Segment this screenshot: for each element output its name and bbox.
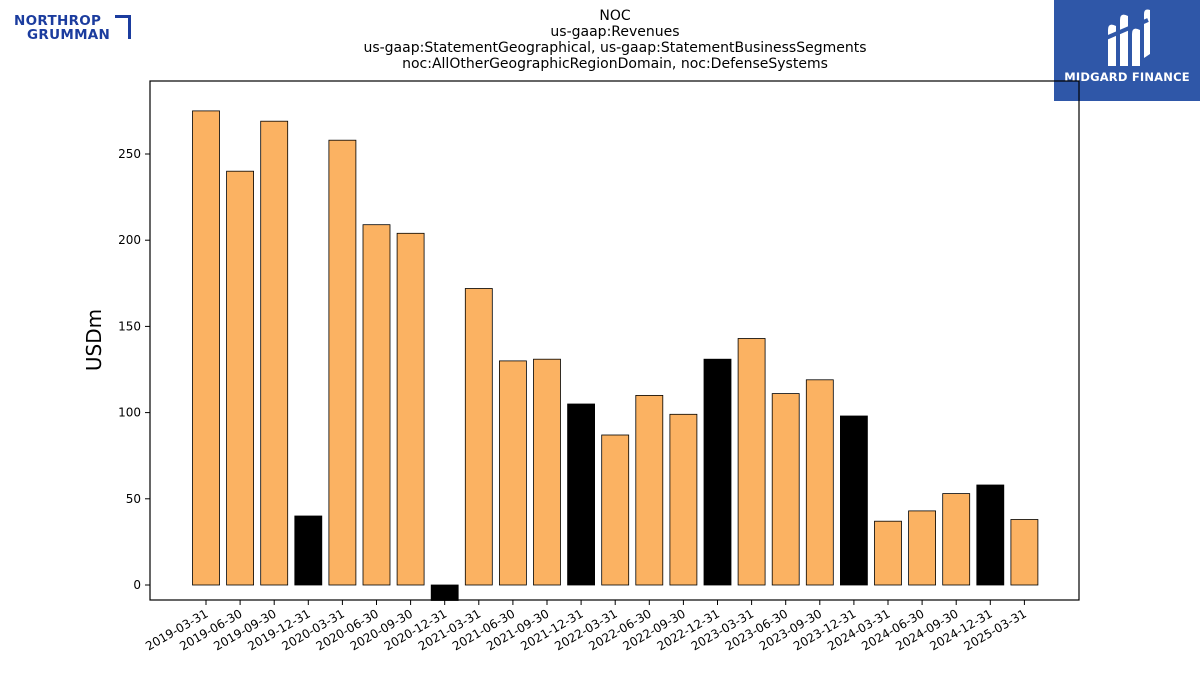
logo-bracket-top <box>115 15 131 18</box>
chart-title-line-2: us-gaap:Revenues <box>550 24 680 40</box>
bar-2024-03-31 <box>874 520 902 586</box>
bar-2023-03-31 <box>737 338 766 586</box>
logo-bracket <box>128 15 131 39</box>
y-tick-label: 200 <box>118 233 141 247</box>
midgard-emblem-icon <box>1105 9 1150 67</box>
y-axis-label: USDm <box>82 309 106 371</box>
x-axis: 2019-03-312019-06-302019-09-302019-12-31… <box>143 600 1029 653</box>
bar-2020-09-30 <box>396 232 425 586</box>
bar-2022-03-31 <box>601 434 630 586</box>
y-tick-label: 250 <box>118 147 141 161</box>
bar-2021-06-30 <box>498 360 527 586</box>
bar-2023-09-30 <box>805 379 834 586</box>
logo-text-line1: NORTHROP <box>14 13 102 29</box>
bar-2025-03-31 <box>1010 519 1039 586</box>
bars-layer <box>192 110 1039 601</box>
bar-2020-03-31 <box>328 139 357 586</box>
midgard-finance-logo: MIDGARD FINANCE <box>1054 0 1200 101</box>
bar-2020-12-31 <box>430 584 459 601</box>
chart-title-line-3: us-gaap:StatementGeographical, us-gaap:S… <box>363 40 867 56</box>
bar-2024-06-30 <box>908 510 936 586</box>
chart-title-line-4: noc:AllOtherGeographicRegionDomain, noc:… <box>402 56 828 72</box>
bar-2024-12-31 <box>976 484 1005 586</box>
y-tick-label: 100 <box>118 406 141 420</box>
northrop-grumman-logo: NORTHROP GRUMMAN <box>14 14 134 44</box>
chart-title-line-1: NOC <box>599 8 631 24</box>
bar-2023-12-31 <box>840 415 868 586</box>
bar-2019-12-31 <box>294 515 323 586</box>
bar-2021-03-31 <box>464 288 493 586</box>
bar-2019-09-30 <box>260 120 289 586</box>
y-tick-label: 0 <box>133 578 141 592</box>
bar-2021-09-30 <box>533 358 561 586</box>
logo-text-line2: GRUMMAN <box>27 27 111 43</box>
bar-2022-06-30 <box>635 394 664 586</box>
y-tick-label: 50 <box>126 492 141 506</box>
bar-2020-06-30 <box>362 224 391 586</box>
y-tick-label: 150 <box>118 319 141 333</box>
y-axis: 0 50 100 150 200 250 <box>118 147 150 592</box>
bar-2022-12-31 <box>703 358 732 586</box>
midgard-finance-text: MIDGARD FINANCE <box>1064 70 1190 84</box>
bar-2021-12-31 <box>567 403 595 586</box>
bar-2022-09-30 <box>669 413 698 586</box>
bar-2019-03-31 <box>192 110 220 586</box>
bar-2023-06-30 <box>771 393 800 586</box>
bar-2019-06-30 <box>226 170 255 586</box>
plot-area-frame <box>149 80 1080 601</box>
bar-2024-09-30 <box>942 493 971 586</box>
